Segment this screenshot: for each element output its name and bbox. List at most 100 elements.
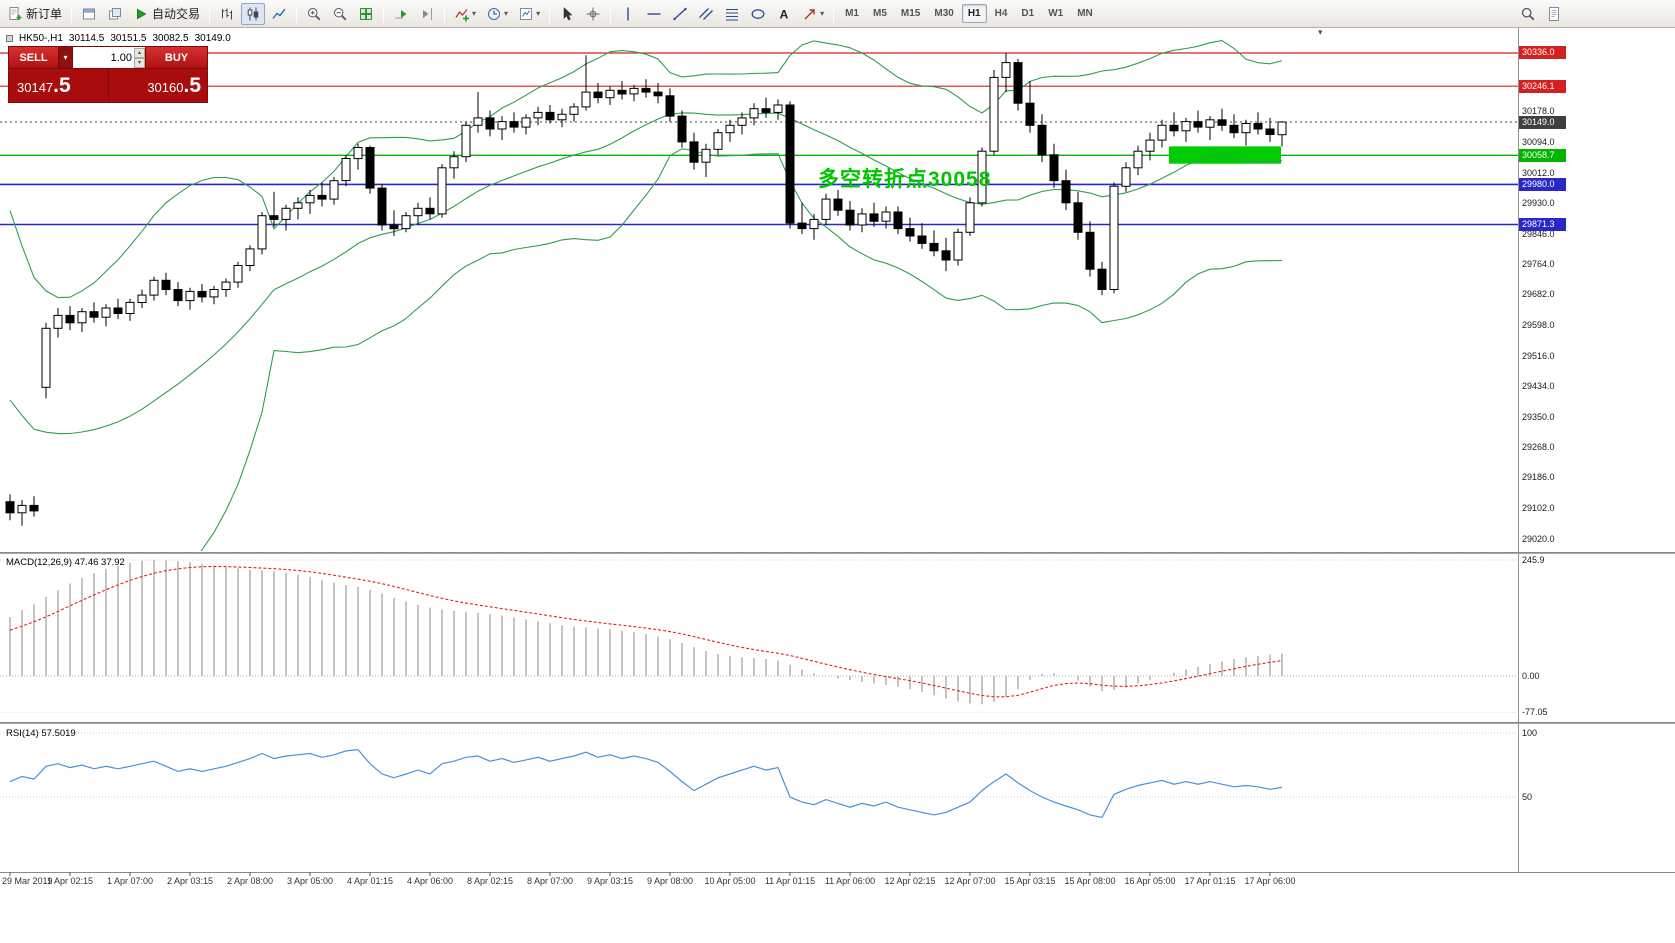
indicators-button[interactable]: ▾ <box>450 3 480 25</box>
crosshair-icon <box>586 7 600 20</box>
volume-increase-button[interactable]: ▴ <box>134 47 145 58</box>
timeframe-d1-button[interactable]: D1 <box>1021 8 1035 19</box>
cursor-icon <box>563 6 573 20</box>
arrows-button[interactable]: ▾ <box>798 3 828 25</box>
new-window-button[interactable] <box>1542 3 1566 25</box>
time-tick-label: 12 Apr 07:00 <box>944 876 996 886</box>
candlestick-chart-button[interactable] <box>241 2 266 25</box>
timeframe-w1-button[interactable]: W1 <box>1048 8 1064 19</box>
horizontal-line-button[interactable] <box>642 3 666 25</box>
price-tick-label: 29598.0 <box>1522 320 1555 331</box>
vertical-line-button[interactable] <box>616 3 640 25</box>
close-value: 30149.0 <box>194 33 231 44</box>
tile-windows-button[interactable] <box>354 3 378 25</box>
trendline-icon <box>673 7 687 20</box>
time-tick-label: 11 Apr 06:00 <box>824 876 876 886</box>
timeframe-h1-button[interactable]: H1 <box>961 4 987 23</box>
periods-button[interactable]: ▾ <box>482 3 512 25</box>
macd-tick-label: -77.05 <box>1522 707 1548 718</box>
autotrading-button[interactable]: 自动交易 <box>129 3 204 25</box>
buy-button[interactable]: BUY <box>145 47 207 68</box>
time-tick-label: 15 Apr 03:15 <box>1004 876 1056 886</box>
panel-divider[interactable] <box>0 722 1675 724</box>
toolbar-separator <box>296 4 298 23</box>
price-level-badge: 29871.3 <box>1519 217 1566 231</box>
toolbar-separator <box>71 4 73 23</box>
line-chart-button[interactable] <box>267 3 291 25</box>
price-tick-label: 30012.0 <box>1522 167 1555 178</box>
timeframe-h4-button[interactable]: H4 <box>994 8 1008 19</box>
bars-icon <box>222 8 233 19</box>
trendline-button[interactable] <box>668 3 692 25</box>
chart-shift-marker-icon[interactable]: ▾ <box>1318 27 1323 37</box>
crosshair-button[interactable] <box>581 3 605 25</box>
channel-button[interactable] <box>694 3 718 25</box>
time-axis[interactable] <box>0 872 1675 892</box>
symbol-period-label: HK50-,H1 <box>19 33 63 44</box>
search-icon <box>1521 7 1535 20</box>
price-tick-label: 30178.0 <box>1522 106 1555 117</box>
text-button[interactable]: A <box>772 3 796 25</box>
toolbar-separator <box>444 4 446 23</box>
cursor-button[interactable] <box>555 3 579 25</box>
time-tick-label: 2 Apr 08:00 <box>226 876 274 886</box>
bar-chart-button[interactable] <box>215 3 239 25</box>
vline-icon <box>627 7 629 20</box>
layers-icon <box>109 7 122 19</box>
templates-button[interactable]: ▾ <box>514 3 544 25</box>
volume-value: 1.00 <box>110 51 132 64</box>
rsi-panel[interactable] <box>0 724 1675 872</box>
chart-annotation-text[interactable]: 多空转折点30058 <box>818 168 992 191</box>
fib-icon <box>726 8 739 20</box>
new-order-button[interactable]: 新订单 <box>3 3 66 25</box>
main-chart-panel[interactable] <box>0 28 1675 552</box>
high-value: 30151.5 <box>110 33 147 44</box>
time-tick-label: 9 Apr 08:00 <box>646 876 694 886</box>
chart-shift-button[interactable] <box>415 3 439 25</box>
timeframe-m15-button[interactable]: M15 <box>900 8 921 19</box>
price-tick-label: 29930.0 <box>1522 197 1555 208</box>
shapes-button[interactable] <box>746 3 770 25</box>
sell-price[interactable]: 30147.5 <box>9 69 108 102</box>
chevron-down-icon: ▾ <box>63 53 68 62</box>
buy-price[interactable]: 30160.5 <box>109 69 208 102</box>
sell-price-main: 30147 <box>17 80 54 95</box>
toolbar-separator <box>209 4 211 23</box>
dropdown-caret-icon: ▾ <box>472 9 477 18</box>
price-tick-label: 29102.0 <box>1522 503 1555 514</box>
volume-decrease-button[interactable]: ▾ <box>134 57 145 68</box>
volume-input[interactable]: 1.00 ▴ ▾ <box>73 47 145 68</box>
sell-button[interactable]: SELL <box>9 47 59 68</box>
trade-options-caret[interactable]: ▾ <box>59 47 73 68</box>
charts-window-button[interactable] <box>77 3 101 25</box>
arrow-icon <box>804 8 815 19</box>
zoom-out-button[interactable] <box>328 3 352 25</box>
textA-icon: A <box>780 7 789 21</box>
linechart-icon <box>272 8 286 19</box>
profiles-button[interactable] <box>103 3 127 25</box>
price-level-badge: 30149.0 <box>1519 115 1566 129</box>
hline-icon <box>647 12 661 15</box>
buy-price-main: 30160 <box>147 80 184 95</box>
svg-text:A: A <box>780 7 789 21</box>
chart-symbol-icon <box>6 35 13 42</box>
time-tick-label: 17 Apr 01:15 <box>1184 876 1236 886</box>
fibonacci-button[interactable] <box>720 3 744 25</box>
panel-divider[interactable] <box>0 552 1675 554</box>
timeframe-m5-button[interactable]: M5 <box>873 8 887 19</box>
macd-panel[interactable] <box>0 554 1675 722</box>
timeframe-m30-button[interactable]: M30 <box>934 8 954 19</box>
search-button[interactable] <box>1516 3 1540 25</box>
time-tick-label: 3 Apr 05:00 <box>286 876 334 886</box>
toolbar-separator <box>833 4 835 23</box>
time-tick-label: 1 Apr 02:15 <box>46 876 94 886</box>
time-tick-label: 4 Apr 06:00 <box>406 876 454 886</box>
auto-scroll-button[interactable] <box>389 3 413 25</box>
zoom-in-button[interactable] <box>302 3 326 25</box>
timeframe-m1-button[interactable]: M1 <box>845 8 859 19</box>
sell-price-frac: .5 <box>53 74 71 97</box>
time-tick-label: 29 Mar 2019 <box>2 876 53 886</box>
candles-icon <box>247 7 259 20</box>
timeframe-mn-button[interactable]: MN <box>1077 8 1093 19</box>
